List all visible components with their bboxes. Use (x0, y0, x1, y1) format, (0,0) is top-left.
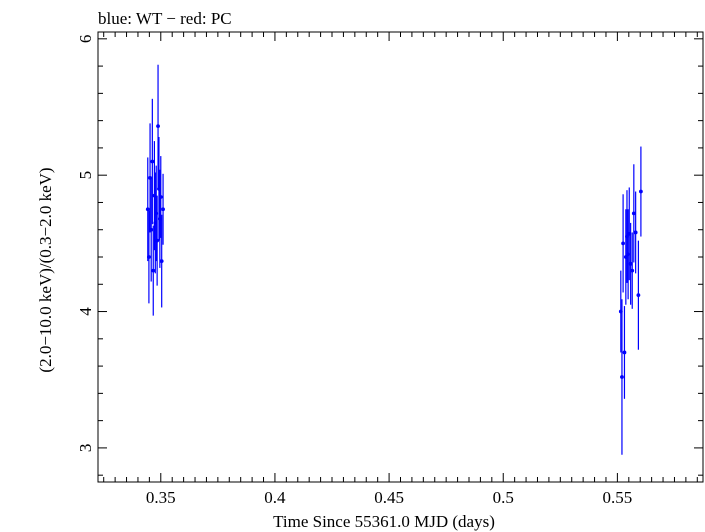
x-axis-label: Time Since 55361.0 MJD (days) (273, 512, 495, 531)
data-point (145, 207, 150, 212)
plot-border (97, 31, 704, 483)
y-tick-label: 3 (76, 444, 95, 453)
data-point (158, 195, 163, 199)
data-point (150, 159, 155, 164)
x-tick-label: 0.35 (146, 488, 176, 507)
data-marks (145, 64, 643, 455)
data-point (161, 207, 165, 212)
data-point (639, 189, 643, 194)
data-point (149, 227, 154, 232)
data-point (631, 211, 636, 216)
y-tick-label: 5 (76, 171, 95, 180)
x-axis-ticks: 0.35 0.4 0.45 0.5 0.55 (103, 32, 698, 507)
data-point (151, 268, 156, 273)
x-tick-label: 0.5 (493, 488, 514, 507)
y-axis-label: (2.0−10.0 keV)/(0.3−2.0 keV) (36, 167, 55, 372)
data-point (628, 261, 633, 266)
x-tick-label: 0.4 (264, 488, 286, 507)
x-tick-label: 0.55 (603, 488, 633, 507)
data-point (156, 124, 160, 128)
data-point (630, 268, 635, 273)
plot-frame (97, 31, 704, 483)
data-point (633, 230, 638, 235)
x-tick-label: 0.45 (374, 488, 404, 507)
data-point (622, 350, 627, 355)
data-point (621, 241, 625, 246)
y-axis-ticks: 3 4 5 6 (76, 35, 703, 476)
data-point (147, 255, 151, 259)
chart-title: blue: WT − red: PC (98, 9, 232, 28)
y-tick-label: 6 (76, 35, 95, 44)
data-point (155, 238, 160, 243)
data-point (620, 375, 624, 379)
data-point (159, 259, 164, 263)
data-point (636, 293, 641, 298)
y-tick-label: 4 (76, 307, 95, 316)
